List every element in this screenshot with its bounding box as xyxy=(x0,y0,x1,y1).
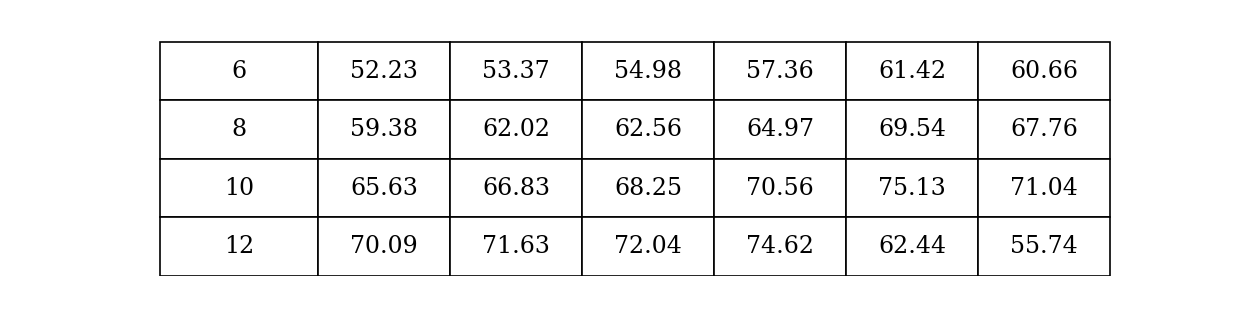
Text: 71.04: 71.04 xyxy=(1010,177,1078,200)
Text: 8: 8 xyxy=(232,118,247,141)
Bar xyxy=(160,159,318,217)
Text: 67.76: 67.76 xyxy=(1010,118,1078,141)
Bar xyxy=(450,217,582,276)
Bar xyxy=(979,217,1110,276)
Text: 70.56: 70.56 xyxy=(746,177,814,200)
Bar xyxy=(450,42,582,100)
Text: 62.44: 62.44 xyxy=(878,235,947,258)
Bar xyxy=(160,100,318,159)
Bar xyxy=(846,217,979,276)
Bar xyxy=(318,42,450,100)
Bar xyxy=(582,42,714,100)
Bar xyxy=(846,100,979,159)
Bar xyxy=(582,217,714,276)
Text: 62.02: 62.02 xyxy=(482,118,550,141)
Bar xyxy=(979,42,1110,100)
Bar xyxy=(160,42,318,100)
Bar xyxy=(846,42,979,100)
Bar xyxy=(582,159,714,217)
Text: 68.25: 68.25 xyxy=(615,177,683,200)
Bar xyxy=(318,100,450,159)
Text: 75.13: 75.13 xyxy=(878,177,947,200)
Bar xyxy=(714,159,846,217)
Text: 61.42: 61.42 xyxy=(878,60,947,83)
Bar xyxy=(979,159,1110,217)
Bar xyxy=(318,159,450,217)
Bar xyxy=(450,100,582,159)
Bar xyxy=(714,42,846,100)
Text: 74.62: 74.62 xyxy=(746,235,814,258)
Bar xyxy=(318,217,450,276)
Text: 60.66: 60.66 xyxy=(1010,60,1078,83)
Text: 6: 6 xyxy=(232,60,247,83)
Text: 53.37: 53.37 xyxy=(482,60,550,83)
Text: 71.63: 71.63 xyxy=(482,235,550,258)
Text: 69.54: 69.54 xyxy=(878,118,947,141)
Text: 62.56: 62.56 xyxy=(615,118,683,141)
Bar xyxy=(582,100,714,159)
Bar xyxy=(450,159,582,217)
Text: 57.36: 57.36 xyxy=(746,60,814,83)
Text: 64.97: 64.97 xyxy=(746,118,814,141)
Text: 54.98: 54.98 xyxy=(615,60,683,83)
Text: 55.74: 55.74 xyxy=(1011,235,1078,258)
Bar xyxy=(846,159,979,217)
Text: 12: 12 xyxy=(224,235,254,258)
Text: 59.38: 59.38 xyxy=(351,118,418,141)
Text: 10: 10 xyxy=(224,177,254,200)
Text: 72.04: 72.04 xyxy=(615,235,683,258)
Text: 66.83: 66.83 xyxy=(482,177,550,200)
Text: 65.63: 65.63 xyxy=(351,177,418,200)
Bar xyxy=(160,217,318,276)
Bar xyxy=(714,217,846,276)
Bar xyxy=(714,100,846,159)
Text: 70.09: 70.09 xyxy=(351,235,418,258)
Bar xyxy=(979,100,1110,159)
Text: 52.23: 52.23 xyxy=(351,60,418,83)
